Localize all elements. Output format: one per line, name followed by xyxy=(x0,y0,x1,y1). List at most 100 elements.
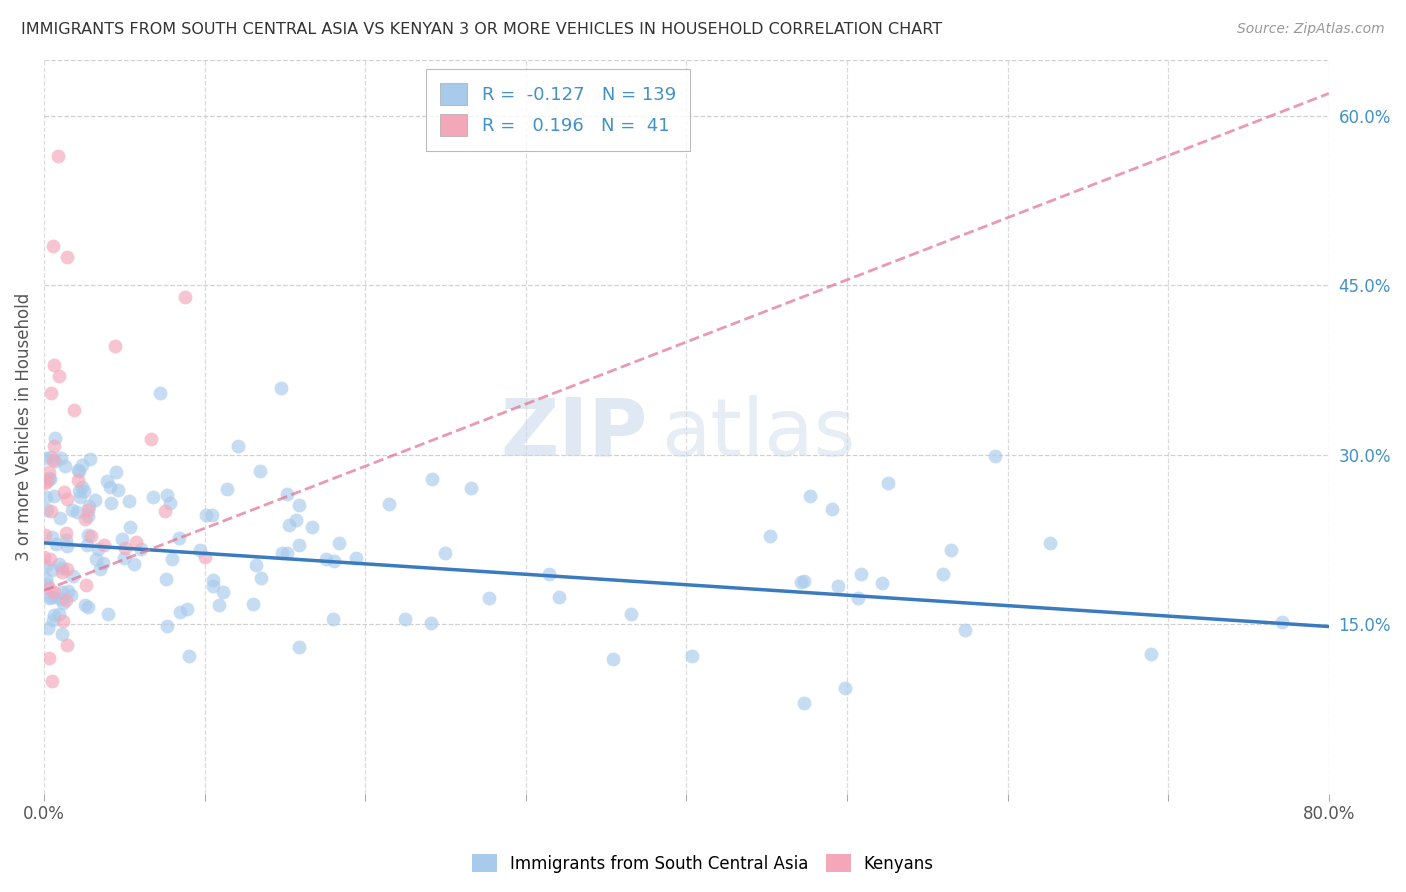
Point xyxy=(56,638,79,652)
Point xyxy=(53,458,76,473)
Point xyxy=(37,621,59,635)
Point xyxy=(105,465,128,479)
Point xyxy=(75,578,97,592)
Point xyxy=(112,551,135,566)
Point xyxy=(70,458,93,472)
Point xyxy=(42,591,65,605)
Point xyxy=(201,508,224,523)
Point xyxy=(271,546,294,560)
Point xyxy=(932,566,955,581)
Point xyxy=(179,649,201,664)
Point xyxy=(111,532,134,546)
Point xyxy=(155,572,177,586)
Point xyxy=(939,543,962,558)
Point xyxy=(827,579,849,593)
Point xyxy=(548,590,571,604)
Point xyxy=(125,535,148,549)
Point xyxy=(118,493,141,508)
Point xyxy=(38,591,60,606)
Point xyxy=(55,526,77,541)
Point xyxy=(1039,536,1062,550)
Point xyxy=(35,558,58,573)
Point xyxy=(55,592,77,607)
Point xyxy=(377,497,399,511)
Point xyxy=(66,505,89,519)
Point xyxy=(278,517,301,532)
Point xyxy=(35,491,58,505)
Point xyxy=(48,368,70,383)
Point xyxy=(38,465,60,479)
Point xyxy=(849,566,872,581)
Point xyxy=(39,471,62,485)
Point xyxy=(42,358,65,372)
Point xyxy=(52,597,75,611)
Point xyxy=(51,566,73,580)
Point xyxy=(52,614,75,628)
Point xyxy=(228,439,250,453)
Point xyxy=(41,673,63,688)
Point xyxy=(67,473,90,487)
Point xyxy=(142,491,165,505)
Point xyxy=(537,567,560,582)
Point xyxy=(104,339,127,353)
Point xyxy=(39,504,62,518)
Point xyxy=(195,508,218,522)
Point xyxy=(759,529,782,543)
Point xyxy=(149,385,172,400)
Point xyxy=(48,557,70,571)
Point xyxy=(98,479,121,493)
Point xyxy=(35,572,58,586)
Point xyxy=(270,381,292,395)
Point xyxy=(122,557,145,571)
Point xyxy=(45,537,67,551)
Point xyxy=(69,490,91,504)
Point xyxy=(315,551,337,566)
Point xyxy=(169,605,191,619)
Point xyxy=(139,432,162,446)
Point xyxy=(35,577,58,591)
Point xyxy=(42,585,65,599)
Point xyxy=(69,464,91,478)
Point xyxy=(420,472,443,486)
Point xyxy=(212,585,235,599)
Point xyxy=(77,503,100,517)
Point xyxy=(323,554,346,568)
Point xyxy=(51,585,73,599)
Point xyxy=(288,498,311,512)
Point xyxy=(1270,615,1292,629)
Point xyxy=(93,538,115,552)
Point xyxy=(100,496,122,510)
Point xyxy=(194,549,217,564)
Point xyxy=(35,451,58,466)
Point xyxy=(39,551,62,566)
Point xyxy=(870,575,893,590)
Point xyxy=(129,541,152,556)
Point xyxy=(42,489,65,503)
Point xyxy=(42,453,65,467)
Point xyxy=(217,482,239,496)
Point xyxy=(60,503,83,517)
Point xyxy=(32,549,55,564)
Point xyxy=(174,290,197,304)
Point xyxy=(62,568,84,582)
Point xyxy=(39,385,62,400)
Point xyxy=(201,573,224,587)
Point xyxy=(77,600,100,615)
Point xyxy=(80,529,103,543)
Point xyxy=(77,528,100,542)
Point xyxy=(44,454,66,468)
Point xyxy=(301,520,323,534)
Point xyxy=(79,451,101,466)
Point xyxy=(37,474,59,488)
Point xyxy=(620,607,643,622)
Point xyxy=(48,148,70,162)
Point xyxy=(38,471,60,485)
Point xyxy=(49,591,72,606)
Point xyxy=(208,598,231,612)
Point xyxy=(120,520,142,534)
Point xyxy=(156,619,179,633)
Point xyxy=(793,574,815,589)
Point xyxy=(288,640,311,654)
Point xyxy=(249,464,271,478)
Point xyxy=(328,536,350,550)
